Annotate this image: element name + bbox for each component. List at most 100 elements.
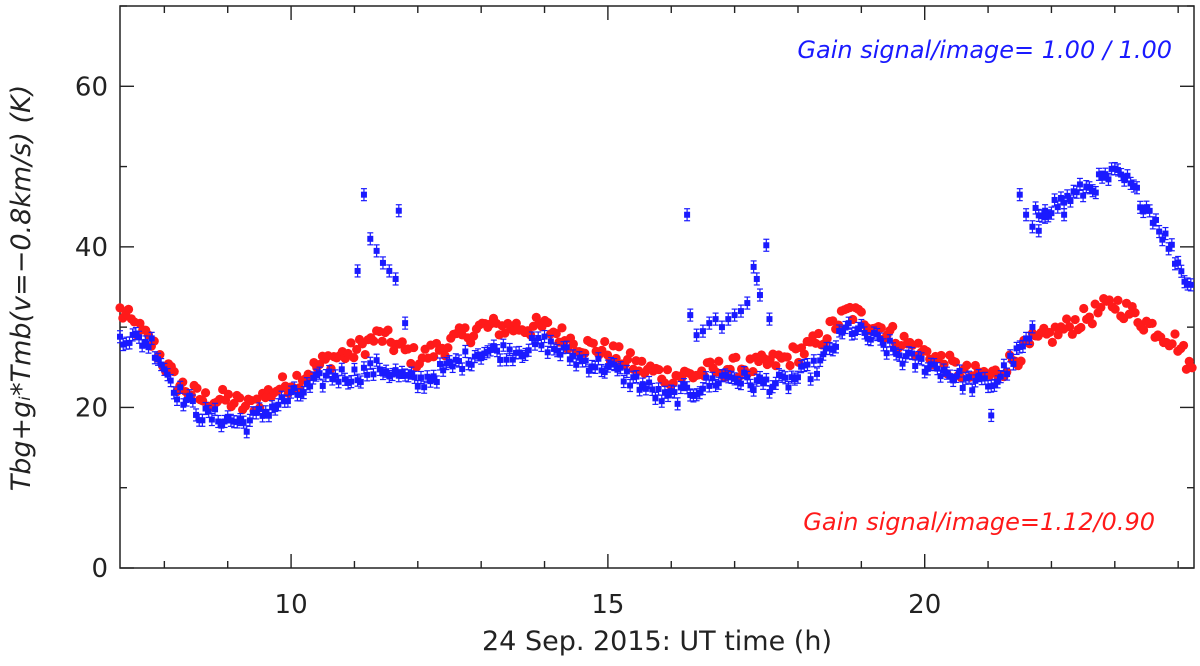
red-point — [913, 338, 923, 348]
blue-point — [541, 333, 548, 340]
red-point — [600, 336, 610, 347]
blue-point — [142, 338, 149, 345]
blue-point — [687, 391, 694, 398]
blue-point — [351, 366, 358, 373]
blue-point — [972, 377, 979, 384]
blue-point — [360, 364, 367, 371]
blue-point — [237, 416, 244, 423]
blue-point — [307, 383, 314, 390]
red-point — [511, 318, 521, 328]
blue-point — [956, 368, 963, 375]
blue-point — [1061, 199, 1068, 206]
blue-point — [402, 372, 409, 379]
blue-point — [1171, 260, 1178, 267]
red-point — [654, 364, 664, 375]
blue-point — [611, 361, 618, 368]
blue-point — [297, 391, 304, 398]
red-point — [936, 350, 946, 361]
blue-point — [661, 389, 668, 396]
blue-point — [478, 355, 485, 362]
blue-point — [931, 361, 938, 368]
blue-point — [1102, 171, 1109, 178]
blue-point — [845, 320, 852, 327]
red-point — [1110, 304, 1120, 314]
blue-point — [680, 381, 687, 388]
blue-point — [896, 352, 903, 359]
x-axis-title: 24 Sep. 2015: UT time (h) — [482, 626, 832, 657]
blue-point — [373, 247, 380, 254]
red-point — [1139, 325, 1149, 335]
blue-point — [804, 361, 811, 368]
blue-point — [367, 235, 374, 242]
blue-point — [161, 366, 168, 373]
blue-point — [966, 374, 973, 381]
blue-point — [934, 365, 941, 372]
blue-point — [737, 380, 744, 387]
blue-point — [909, 350, 916, 357]
blue-point — [341, 376, 348, 383]
blue-point — [772, 380, 779, 387]
blue-point — [570, 352, 577, 359]
blue-point — [459, 365, 466, 372]
blue-point — [839, 329, 846, 336]
blue-point — [288, 389, 295, 396]
blue-point — [915, 354, 922, 361]
red-point — [383, 325, 393, 335]
blue-point — [1095, 171, 1102, 178]
blue-point — [433, 378, 440, 385]
red-point — [771, 361, 781, 371]
red-point — [1062, 314, 1072, 324]
red-point — [962, 360, 972, 370]
blue-point — [855, 325, 862, 332]
blue-point — [421, 384, 428, 391]
blue-point — [598, 367, 605, 374]
blue-point — [1029, 323, 1036, 330]
blue-point — [756, 374, 763, 381]
blue-point — [794, 374, 801, 381]
blue-point — [177, 384, 184, 391]
blue-point — [1187, 281, 1194, 288]
y-tick-label: 0 — [91, 554, 108, 584]
red-point — [123, 304, 134, 315]
blue-point — [1086, 184, 1093, 191]
blue-point — [833, 343, 839, 350]
blue-point — [503, 356, 510, 363]
blue-point — [386, 373, 393, 380]
y-tick-label: 40 — [75, 233, 108, 263]
blue-point — [576, 354, 583, 361]
blue-point — [928, 361, 935, 368]
blue-point — [1051, 196, 1058, 203]
blue-point — [1016, 191, 1023, 198]
blue-point — [544, 349, 551, 356]
blue-point — [852, 330, 859, 337]
blue-point — [265, 412, 272, 419]
blue-point — [1146, 207, 1153, 214]
blue-point — [269, 403, 276, 410]
blue-point — [614, 366, 621, 373]
blue-series — [117, 161, 1194, 439]
blue-point — [747, 382, 754, 389]
blue-point — [221, 418, 228, 425]
blue-point — [253, 409, 260, 416]
blue-point — [709, 375, 716, 382]
red-point — [637, 356, 647, 366]
blue-point — [411, 374, 418, 381]
blue-point — [243, 428, 250, 435]
red-point — [1187, 363, 1197, 373]
blue-point — [712, 316, 719, 323]
blue-point — [969, 387, 976, 394]
red-point — [252, 394, 262, 404]
red-point — [1167, 339, 1177, 349]
blue-point — [212, 406, 219, 413]
blue-point — [741, 369, 748, 376]
blue-point — [332, 372, 339, 379]
blue-point — [642, 385, 649, 392]
blue-point — [693, 332, 700, 339]
blue-point — [1076, 181, 1083, 188]
tick-labels: 10 15 20 0 20 40 60 — [75, 72, 941, 620]
blue-point — [379, 370, 386, 377]
blue-point — [899, 360, 906, 367]
blue-point — [728, 374, 735, 381]
blue-point — [1133, 184, 1140, 191]
blue-point — [1140, 208, 1147, 215]
